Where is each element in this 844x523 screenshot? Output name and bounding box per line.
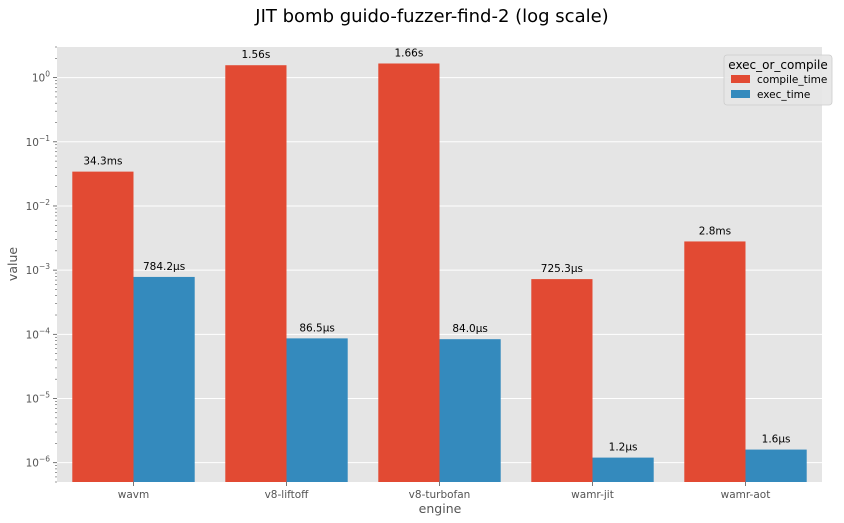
y-tick-exponent: −4	[39, 326, 50, 335]
x-tick-label: wamr-aot	[721, 489, 771, 501]
bar-compile-time	[225, 65, 287, 482]
bar-value-label: 34.3ms	[83, 156, 122, 168]
y-tick-label: 10−3	[26, 262, 51, 277]
x-tick-label: wamr-jit	[571, 489, 614, 501]
x-axis-title: engine	[419, 501, 462, 516]
y-tick-exponent: −1	[39, 134, 50, 143]
bar-value-label: 86.5μs	[299, 322, 335, 334]
y-tick-exponent: −2	[39, 198, 50, 207]
bars: 34.3ms 784.2μs 1.56s 86.5μs 1.66s 84.0μs 725.3…	[72, 47, 807, 482]
bar-value-label: 1.66s	[394, 47, 423, 59]
legend-title: exec_or_compile	[728, 58, 827, 72]
x-tick-label: v8-turbofan	[409, 489, 471, 501]
legend-box	[723, 54, 833, 106]
legend-label-exec-time: exec_time	[757, 89, 810, 101]
y-axis-title: value	[5, 247, 20, 281]
bar-value-label: 784.2μs	[143, 261, 185, 273]
bar-exec-time	[745, 449, 807, 482]
y-tick-base: 10	[26, 394, 39, 406]
bar-compile-time	[378, 63, 440, 482]
y-tick-base: 10	[26, 265, 39, 277]
bar-value-label: 2.8ms	[699, 225, 731, 237]
y-tick-exponent: −6	[39, 455, 50, 464]
x-axis: wavm v8-liftoff v8-turbofan wamr-jit wamr-ao…	[118, 482, 771, 501]
x-tick-label: wavm	[118, 489, 149, 501]
bar-compile-time	[531, 279, 593, 482]
y-tick-exponent: −5	[39, 391, 50, 400]
x-tick-label: v8-liftoff	[265, 489, 310, 501]
bar-value-label: 725.3μs	[541, 263, 583, 275]
bar-value-label: 84.0μs	[452, 323, 488, 335]
legend-swatch-compile-time	[731, 75, 750, 83]
bar-value-label: 1.6μs	[762, 434, 791, 446]
chart-title: JIT bomb guido-fuzzer-find-2 (log scale)	[254, 6, 608, 27]
bar-value-label: 1.56s	[241, 49, 270, 61]
bar-exec-time	[133, 276, 195, 482]
y-tick-base: 10	[26, 329, 39, 341]
y-tick-label: 10−1	[26, 134, 51, 149]
y-tick-exponent: −3	[39, 262, 50, 271]
y-tick-base: 10	[32, 73, 45, 85]
y-tick-label: 10−5	[26, 391, 51, 406]
y-tick-label: 100	[32, 70, 50, 85]
bar-exec-time	[286, 338, 348, 482]
legend-label-compile-time: compile_time	[757, 74, 827, 86]
bar-exec-time	[439, 339, 501, 482]
legend-swatch-exec-time	[731, 90, 750, 98]
y-tick-label: 10−2	[26, 198, 51, 213]
bar-compile-time	[72, 171, 134, 482]
y-tick-base: 10	[26, 137, 39, 149]
bar-exec-time	[592, 457, 654, 482]
y-tick-base: 10	[26, 458, 39, 470]
bar-value-label: 1.2μs	[609, 442, 638, 454]
y-tick-label: 10−6	[26, 455, 51, 470]
y-tick-exponent: 0	[45, 70, 50, 79]
bar-compile-time	[684, 241, 746, 482]
y-tick-base: 10	[26, 201, 39, 213]
legend: exec_or_compile compile_time exec_time	[723, 54, 833, 106]
y-tick-label: 10−4	[26, 326, 51, 341]
